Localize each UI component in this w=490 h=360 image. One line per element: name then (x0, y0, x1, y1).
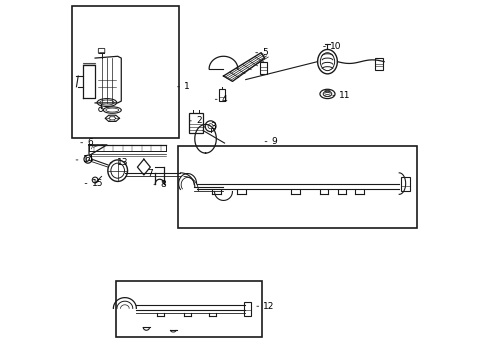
Text: 13: 13 (117, 158, 128, 167)
Text: 3: 3 (210, 122, 216, 131)
Text: 9: 9 (271, 137, 277, 146)
Text: 6: 6 (87, 138, 93, 147)
Text: 5: 5 (262, 48, 268, 57)
Text: 7: 7 (147, 169, 153, 178)
Text: 8: 8 (160, 180, 166, 189)
Text: 4: 4 (221, 95, 227, 104)
Bar (260, 62, 267, 74)
Bar (244, 302, 251, 316)
Text: 14: 14 (82, 156, 94, 165)
Polygon shape (137, 159, 150, 175)
Bar (401, 177, 410, 191)
Bar (72, 6, 179, 138)
Bar (219, 89, 225, 101)
Text: 2: 2 (196, 116, 201, 125)
Polygon shape (89, 145, 107, 156)
Bar (190, 113, 203, 134)
Text: 1: 1 (184, 82, 190, 91)
Bar (116, 281, 262, 337)
Bar (375, 58, 383, 69)
Text: 12: 12 (263, 302, 275, 311)
Bar (177, 146, 417, 228)
Text: 15: 15 (92, 179, 103, 188)
Text: 11: 11 (339, 91, 351, 100)
Text: 10: 10 (330, 42, 342, 51)
